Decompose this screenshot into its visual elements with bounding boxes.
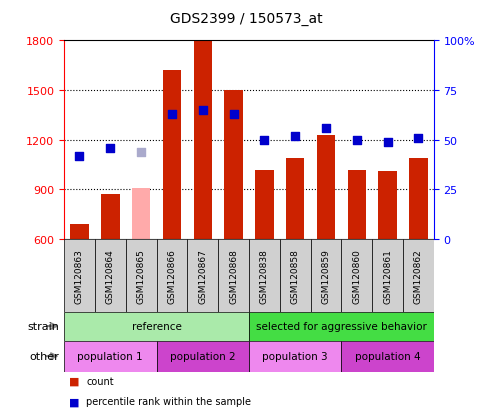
Text: GSM120866: GSM120866 — [168, 248, 176, 303]
Bar — [64, 312, 249, 341]
Bar — [193, 41, 212, 240]
Bar — [255, 170, 274, 240]
Bar — [409, 159, 427, 240]
Bar — [403, 240, 434, 312]
Bar — [372, 240, 403, 312]
Point — [353, 137, 361, 144]
Text: GDS2399 / 150573_at: GDS2399 / 150573_at — [170, 12, 323, 26]
Text: GSM120867: GSM120867 — [198, 248, 207, 303]
Bar — [280, 240, 311, 312]
Bar — [101, 195, 120, 240]
Bar — [224, 91, 243, 240]
Text: population 1: population 1 — [77, 351, 143, 361]
Text: selected for aggressive behavior: selected for aggressive behavior — [256, 321, 427, 331]
Bar — [157, 341, 249, 372]
Bar — [311, 240, 341, 312]
Text: strain: strain — [27, 321, 59, 331]
Text: count: count — [86, 376, 114, 386]
Bar — [348, 170, 366, 240]
Point — [291, 133, 299, 140]
Text: reference: reference — [132, 321, 181, 331]
Text: GSM120868: GSM120868 — [229, 248, 238, 303]
Bar — [218, 240, 249, 312]
Text: GSM120863: GSM120863 — [75, 248, 84, 303]
Bar — [64, 341, 157, 372]
Text: GSM120858: GSM120858 — [291, 248, 300, 303]
Text: GSM120865: GSM120865 — [137, 248, 145, 303]
Bar — [341, 240, 372, 312]
Text: GSM120864: GSM120864 — [106, 248, 115, 303]
Bar — [249, 341, 341, 372]
Bar — [187, 240, 218, 312]
Text: GSM120861: GSM120861 — [383, 248, 392, 303]
Text: ■: ■ — [69, 396, 79, 406]
Point — [137, 149, 145, 156]
Point — [75, 153, 83, 159]
Text: ■: ■ — [69, 376, 79, 386]
Point — [322, 125, 330, 132]
Bar — [286, 159, 305, 240]
Text: GSM120859: GSM120859 — [321, 248, 330, 303]
Bar — [64, 240, 95, 312]
Bar — [70, 225, 89, 240]
Bar — [157, 240, 187, 312]
Bar — [317, 135, 335, 240]
Text: GSM120862: GSM120862 — [414, 248, 423, 303]
Text: population 3: population 3 — [262, 351, 328, 361]
Bar — [95, 240, 126, 312]
Point — [415, 135, 423, 142]
Text: percentile rank within the sample: percentile rank within the sample — [86, 396, 251, 406]
Point — [384, 139, 391, 146]
Text: GSM120838: GSM120838 — [260, 248, 269, 303]
Bar — [249, 240, 280, 312]
Bar — [132, 188, 150, 240]
Point — [106, 145, 114, 152]
Text: other: other — [30, 351, 59, 361]
Text: GSM120860: GSM120860 — [352, 248, 361, 303]
Bar — [249, 312, 434, 341]
Point — [230, 112, 238, 118]
Bar — [341, 341, 434, 372]
Text: population 4: population 4 — [355, 351, 421, 361]
Bar — [163, 71, 181, 240]
Bar — [378, 172, 397, 240]
Point — [260, 137, 268, 144]
Text: population 2: population 2 — [170, 351, 236, 361]
Point — [168, 112, 176, 118]
Point — [199, 107, 207, 114]
Bar — [126, 240, 157, 312]
